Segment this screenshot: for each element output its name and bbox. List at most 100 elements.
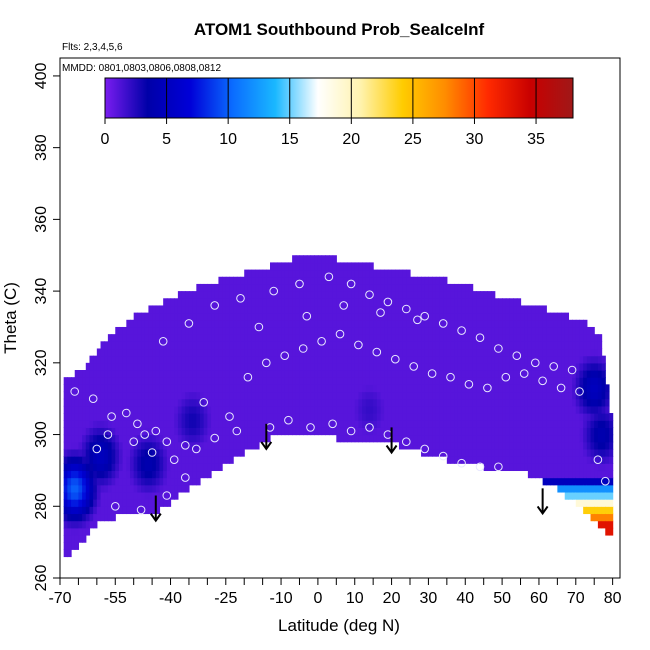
heatmap-cell xyxy=(480,355,485,364)
heatmap-cell xyxy=(299,319,304,328)
heatmap-cell xyxy=(107,456,113,464)
heatmap-cell xyxy=(89,420,94,428)
heatmap-cell xyxy=(579,377,584,385)
heatmap-cell xyxy=(163,391,168,400)
heatmap-cell xyxy=(104,384,109,393)
heatmap-cell xyxy=(605,520,610,529)
heatmap-cell xyxy=(163,499,168,507)
heatmap-cell xyxy=(284,305,290,314)
heatmap-cell xyxy=(177,312,183,321)
heatmap-cell xyxy=(553,448,558,457)
heatmap-cell xyxy=(343,341,348,350)
heatmap-cell xyxy=(498,298,503,307)
heatmap-cell xyxy=(185,355,190,364)
heatmap-cell xyxy=(505,334,511,342)
heatmap-cell xyxy=(255,398,260,407)
heatmap-cell xyxy=(155,370,161,378)
heatmap-cell xyxy=(531,427,536,436)
heatmap-cell xyxy=(104,491,109,500)
heatmap-cell xyxy=(380,413,385,421)
heatmap-cell xyxy=(483,413,488,421)
heatmap-cell xyxy=(258,355,264,364)
heatmap-cell xyxy=(432,362,437,371)
heatmap-cell xyxy=(542,377,547,385)
heatmap-cell xyxy=(594,370,599,378)
heatmap-cell xyxy=(118,413,124,421)
heatmap-cell xyxy=(483,319,488,328)
heatmap-cell xyxy=(192,355,197,364)
heatmap-cell xyxy=(288,348,293,357)
heatmap-cell xyxy=(181,434,186,443)
heatmap-cell xyxy=(561,377,566,385)
heatmap-cell xyxy=(174,448,179,457)
heatmap-cell xyxy=(494,413,500,421)
heatmap-cell xyxy=(170,456,175,464)
heatmap-cell xyxy=(505,355,511,364)
heatmap-cell xyxy=(292,269,297,278)
heatmap-cell xyxy=(491,456,496,464)
heatmap-cell xyxy=(78,470,83,479)
heatmap-cell xyxy=(343,291,348,299)
heatmap-cell xyxy=(435,341,441,350)
heatmap-cell xyxy=(155,341,161,350)
heatmap-cell xyxy=(325,384,330,393)
heatmap-cell xyxy=(200,391,205,400)
heatmap-cell xyxy=(251,420,256,428)
heatmap-cell xyxy=(133,413,138,421)
heatmap-cell xyxy=(465,398,470,407)
heatmap-cell xyxy=(126,334,131,342)
heatmap-cell xyxy=(207,355,212,364)
heatmap-cell xyxy=(244,348,249,357)
heatmap-cell xyxy=(531,398,536,407)
heatmap-cell xyxy=(159,413,164,421)
heatmap-cell xyxy=(299,262,304,271)
heatmap-cell xyxy=(115,484,120,493)
heatmap-cell xyxy=(575,448,581,457)
heatmap-cell xyxy=(222,448,227,457)
heatmap-cell xyxy=(118,427,124,436)
heatmap-cell xyxy=(133,448,138,457)
heatmap-cell xyxy=(185,484,190,493)
heatmap-cell xyxy=(461,420,466,428)
heatmap-cell xyxy=(513,463,518,472)
heatmap-cell xyxy=(365,283,371,292)
heatmap-cell xyxy=(480,405,485,414)
heatmap-cell xyxy=(229,434,234,443)
heatmap-cell xyxy=(71,491,76,500)
heatmap-cell xyxy=(535,341,540,350)
heatmap-cell xyxy=(244,341,249,350)
heatmap-cell xyxy=(96,362,102,371)
heatmap-cell xyxy=(188,441,194,450)
observation-point xyxy=(111,502,120,511)
heatmap-cell xyxy=(255,420,260,428)
heatmap-cell xyxy=(166,427,172,436)
heatmap-cell xyxy=(480,420,485,428)
heatmap-cell xyxy=(608,513,614,522)
heatmap-cell xyxy=(365,391,371,400)
heatmap-cell xyxy=(163,405,168,414)
heatmap-cell xyxy=(118,355,124,364)
heatmap-cell xyxy=(144,491,150,500)
heatmap-cell xyxy=(188,334,194,342)
heatmap-cell xyxy=(553,398,558,407)
heatmap-cell xyxy=(126,484,131,493)
heatmap-cell xyxy=(439,405,444,414)
heatmap-cell xyxy=(258,348,264,357)
heatmap-cell xyxy=(491,441,496,450)
heatmap-cell xyxy=(424,276,430,285)
heatmap-cell xyxy=(130,413,135,421)
observation-point xyxy=(140,430,149,439)
heatmap-cell xyxy=(155,448,161,457)
heatmap-cell xyxy=(550,477,555,486)
heatmap-cell xyxy=(450,398,455,407)
heatmap-cell xyxy=(354,283,360,292)
heatmap-cell xyxy=(590,513,595,522)
heatmap-cell xyxy=(321,305,326,314)
heatmap-cell xyxy=(579,470,584,479)
heatmap-cell xyxy=(406,441,411,450)
heatmap-cell xyxy=(211,291,216,299)
heatmap-cell xyxy=(63,456,68,464)
heatmap-cell xyxy=(222,441,227,450)
heatmap-cell xyxy=(148,341,153,350)
heatmap-cell xyxy=(214,291,220,299)
